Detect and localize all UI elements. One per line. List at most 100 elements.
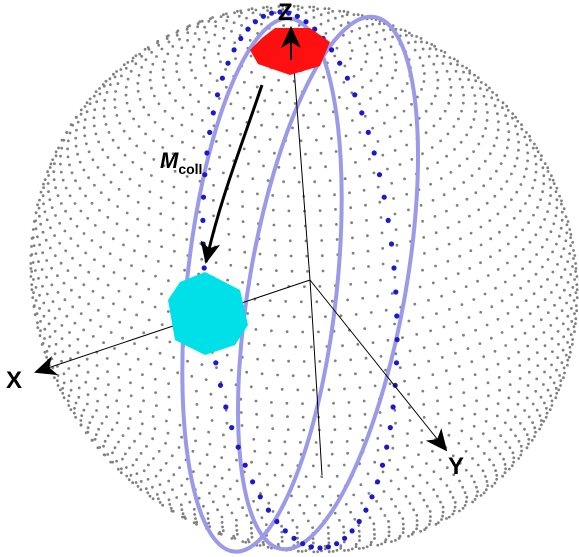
dot [167,382,170,385]
dot [382,263,385,266]
dot [485,408,488,411]
dot [38,215,41,218]
dot [147,478,150,481]
dot [261,516,264,519]
dot [442,511,445,514]
dot [394,422,397,425]
dot [150,87,153,90]
dot [324,7,327,10]
dot [68,394,71,397]
dot [95,409,98,412]
dot [234,537,237,540]
dot [354,161,357,164]
dot [303,360,306,363]
dot [526,345,529,348]
dot [364,204,367,207]
dot [273,239,276,242]
dot [148,207,151,210]
dot [52,372,55,375]
dot [93,116,96,119]
dot [76,153,79,156]
dot [502,458,505,461]
dot [571,241,574,244]
dot [338,519,341,522]
dot [519,377,522,380]
dot [247,8,250,11]
dot [312,389,315,392]
dot [109,83,112,86]
dot [441,515,444,518]
dot [97,428,100,431]
dot [374,385,377,388]
dot [127,78,130,81]
dot [286,402,289,405]
dot [186,31,189,34]
dot [97,309,100,312]
dot [437,79,440,82]
dot [200,218,205,223]
dot [413,363,416,366]
dot [217,52,220,55]
dot [39,320,42,323]
dot [469,249,472,252]
dot [275,494,278,497]
dot [478,167,481,170]
dot [544,162,547,165]
dot [477,76,480,79]
dot [63,382,66,385]
dot [512,456,515,459]
dot [435,48,438,51]
dot [112,237,115,240]
dot [103,453,106,456]
dot [168,92,171,95]
dot [367,472,370,475]
dot [178,466,181,469]
dot [149,190,152,193]
dot [455,321,458,324]
dot [566,364,569,367]
dot [486,202,489,205]
dot [399,163,402,166]
dot [262,541,265,544]
dot [125,475,128,478]
dot [489,255,492,258]
dot [394,149,397,152]
dot [557,343,560,346]
dot [227,218,230,221]
dot [512,461,515,464]
dot [373,537,376,540]
dot [102,341,105,344]
dot [351,119,354,122]
dot [302,416,305,419]
dot [475,399,478,402]
dot [405,144,408,147]
dot [541,266,544,269]
dot [513,274,516,277]
dot [401,336,404,339]
dot [46,170,49,173]
dot [476,490,479,493]
dot [413,303,416,306]
dot [57,194,60,197]
dot [378,325,381,328]
dot [67,156,70,159]
dot [507,138,510,141]
dot [436,161,439,164]
dot [460,430,463,433]
dot [452,496,455,499]
dot [479,261,482,264]
dot [195,523,198,526]
dot [494,104,497,107]
dot [32,291,35,294]
dot [44,178,47,181]
dot [273,152,276,155]
dot [346,13,349,16]
dot [77,338,80,341]
dot [193,508,196,511]
dot [55,154,58,157]
dot [173,186,176,189]
dot [56,379,59,382]
dot [218,97,221,100]
dot [442,506,445,509]
dot [507,357,510,360]
